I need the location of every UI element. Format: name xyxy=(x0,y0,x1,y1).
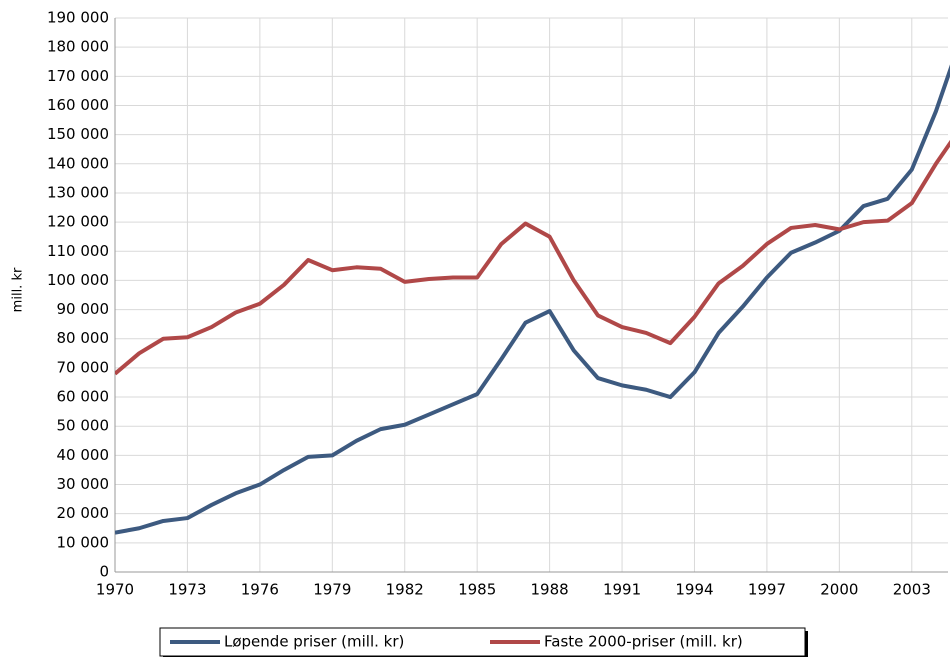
y-tick-label: 170 000 xyxy=(47,67,109,85)
x-tick-label: 1985 xyxy=(458,581,496,599)
x-tick-label: 1982 xyxy=(386,581,424,599)
y-tick-label: 160 000 xyxy=(47,96,109,114)
x-tick-label: 1988 xyxy=(531,581,569,599)
series-line xyxy=(115,64,950,535)
y-tick-label: 50 000 xyxy=(57,417,110,435)
legend-label: Løpende priser (mill. kr) xyxy=(224,633,404,651)
plot xyxy=(115,64,950,535)
y-tick-label: 180 000 xyxy=(47,38,109,56)
y-axis-label: mill. kr xyxy=(11,267,26,312)
y-tick-label: 130 000 xyxy=(47,183,109,201)
x-tick-label: 1997 xyxy=(748,581,786,599)
y-tick-label: 20 000 xyxy=(57,504,110,522)
x-tick-label: 1994 xyxy=(675,581,713,599)
x-tick-label: 1973 xyxy=(168,581,206,599)
x-tick-label: 1970 xyxy=(96,581,134,599)
y-tick-label: 100 000 xyxy=(47,271,109,289)
y-tick-label: 40 000 xyxy=(57,446,110,464)
x-tick-label: 1976 xyxy=(241,581,279,599)
legend-label: Faste 2000-priser (mill. kr) xyxy=(544,633,743,651)
x-tick-label: 2000 xyxy=(820,581,858,599)
y-tick-label: 70 000 xyxy=(57,358,110,376)
y-tick-label: 90 000 xyxy=(57,300,110,318)
series-line xyxy=(115,139,950,376)
y-tick-label: 110 000 xyxy=(47,242,109,260)
y-tick-label: 190 000 xyxy=(47,9,109,27)
y-tick-label: 30 000 xyxy=(57,475,110,493)
y-tick-label: 140 000 xyxy=(47,154,109,172)
x-tick-label: 2003 xyxy=(893,581,931,599)
y-tick-label: 0 xyxy=(99,563,109,581)
y-tick-label: 120 000 xyxy=(47,213,109,231)
y-tick-label: 10 000 xyxy=(57,533,110,551)
y-tick-label: 60 000 xyxy=(57,388,110,406)
x-tick-label: 1991 xyxy=(603,581,641,599)
x-tick-label: 1979 xyxy=(313,581,351,599)
y-tick-label: 80 000 xyxy=(57,329,110,347)
y-tick-label: 150 000 xyxy=(47,125,109,143)
legend-box xyxy=(159,627,806,657)
